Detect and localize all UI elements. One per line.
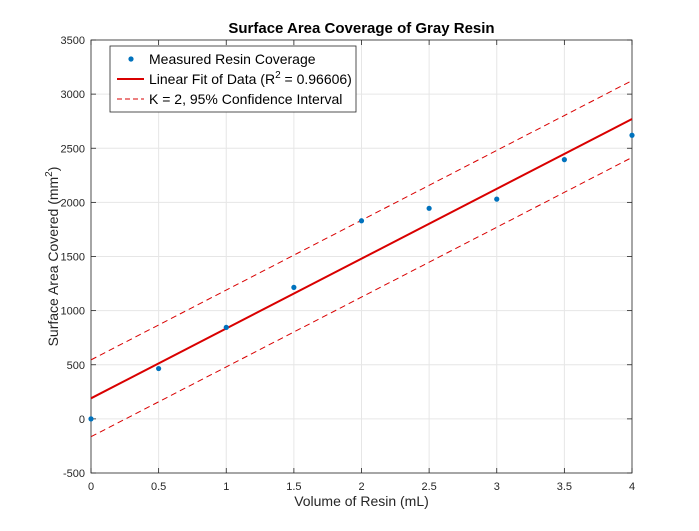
y-tick-label: 500	[67, 360, 85, 372]
y-tick-label: 0	[79, 414, 85, 426]
data-point	[426, 205, 432, 211]
legend-label-fit-superscript: 2	[275, 70, 281, 81]
data-point	[561, 157, 567, 163]
data-point	[291, 284, 297, 290]
y-axis-label-main: Surface Area Covered (mm	[45, 177, 61, 347]
data-point	[494, 196, 500, 202]
x-tick-label: 2.5	[421, 481, 436, 493]
y-axis-label: Surface Area Covered (mm2)	[44, 167, 61, 347]
y-axis-label-end: )	[45, 167, 61, 172]
legend-label-fit: Linear Fit of Data (R2 = 0.96606)	[149, 70, 352, 87]
x-tick-label: 4	[629, 481, 635, 493]
data-point	[629, 132, 635, 138]
axes: 0 0.5 1 1.5 2 2.5 3 3.5 4-5000500100015002000250…	[61, 35, 636, 493]
linear-fit-line	[90, 118, 633, 400]
y-tick-label: 3000	[61, 89, 85, 101]
data-point	[88, 416, 94, 422]
y-axis-label-superscript: 2	[44, 171, 55, 177]
series-layer	[88, 80, 635, 438]
y-tick-label: 3500	[61, 35, 85, 47]
data-point	[156, 365, 162, 372]
x-tick-label: 0.5	[151, 481, 166, 493]
confidence-lower-line	[90, 157, 633, 438]
legend: Measured Resin Coverage Linear Fit of Da…	[109, 45, 357, 113]
y-tick-label: 2000	[61, 197, 85, 209]
chart-title: Surface Area Coverage of Gray Resin	[228, 20, 494, 37]
legend-box	[109, 45, 357, 113]
legend-label-fit-main: Linear Fit of Data (R	[149, 71, 275, 87]
y-tick-label: 2500	[61, 143, 85, 155]
x-tick-label: 2	[358, 481, 364, 493]
y-tick-label: 1000	[61, 306, 85, 318]
x-tick-label: 1	[223, 481, 229, 493]
x-tick-label: 0	[88, 481, 94, 493]
legend-label-measured: Measured Resin Coverage	[149, 51, 316, 67]
legend-label-confidence: K = 2, 95% Confidence Interval	[149, 91, 342, 107]
data-point	[223, 324, 229, 331]
legend-marker-measured	[128, 56, 134, 62]
x-tick-label: 3	[494, 481, 500, 493]
y-tick-label: -500	[63, 468, 85, 480]
x-axis-label: Volume of Resin (mL)	[294, 493, 429, 509]
x-tick-label: 1.5	[286, 481, 301, 493]
legend-label-fit-end: = 0.96606)	[281, 71, 352, 87]
x-tick-label: 3.5	[557, 481, 572, 493]
y-tick-label: 1500	[61, 252, 85, 264]
data-point	[358, 218, 365, 224]
